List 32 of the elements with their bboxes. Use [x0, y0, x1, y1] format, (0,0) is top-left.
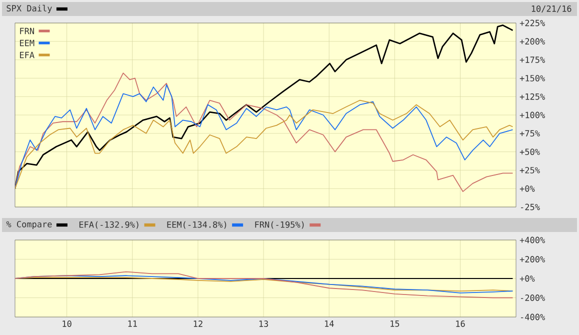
y-tick-label: +175%	[520, 56, 545, 63]
x-tick-label: 14	[325, 320, 334, 327]
y-tick-label: +200%	[520, 38, 545, 45]
x-tick-label: 13	[259, 320, 268, 327]
legend-label: SPX Daily	[6, 4, 52, 14]
legend-label: EFA(-132.9%)	[79, 221, 138, 229]
x-tick-label: 15	[390, 320, 400, 327]
y-tick-label: -25%	[521, 204, 540, 210]
y-tick-label: +225%	[520, 20, 545, 26]
legend-label: % Compare	[6, 220, 52, 230]
y-tick-label: +100%	[520, 112, 545, 118]
y-tick-label: -400%	[521, 314, 545, 320]
legend-label: EFA	[20, 52, 34, 58]
legend-label: FRN(-195%)	[255, 221, 304, 229]
legend-label: EEM(-134.8%)	[167, 221, 226, 229]
y-tick-label: +400%	[520, 236, 545, 244]
x-tick-label: 10	[62, 320, 72, 327]
y-tick-label: +75%	[520, 130, 540, 137]
x-tick-label: 12	[194, 320, 202, 327]
legend-label: EEM	[20, 40, 34, 46]
y-tick-label: +150%	[520, 74, 545, 82]
y-tick-label: -200%	[521, 294, 545, 301]
y-tick-label: +0%	[520, 275, 535, 282]
x-tick-label: 16	[456, 320, 465, 327]
y-tick-label: +50%	[520, 148, 540, 156]
y-tick-label: +25%	[520, 166, 540, 174]
y-tick-label: +200%	[520, 256, 545, 262]
y-tick-label: +0%	[520, 185, 535, 192]
y-tick-label: +125%	[520, 93, 545, 100]
legend-label: FRN	[20, 28, 34, 34]
text: 10/21/16	[532, 5, 572, 13]
x-tick-label: 11	[128, 320, 137, 327]
